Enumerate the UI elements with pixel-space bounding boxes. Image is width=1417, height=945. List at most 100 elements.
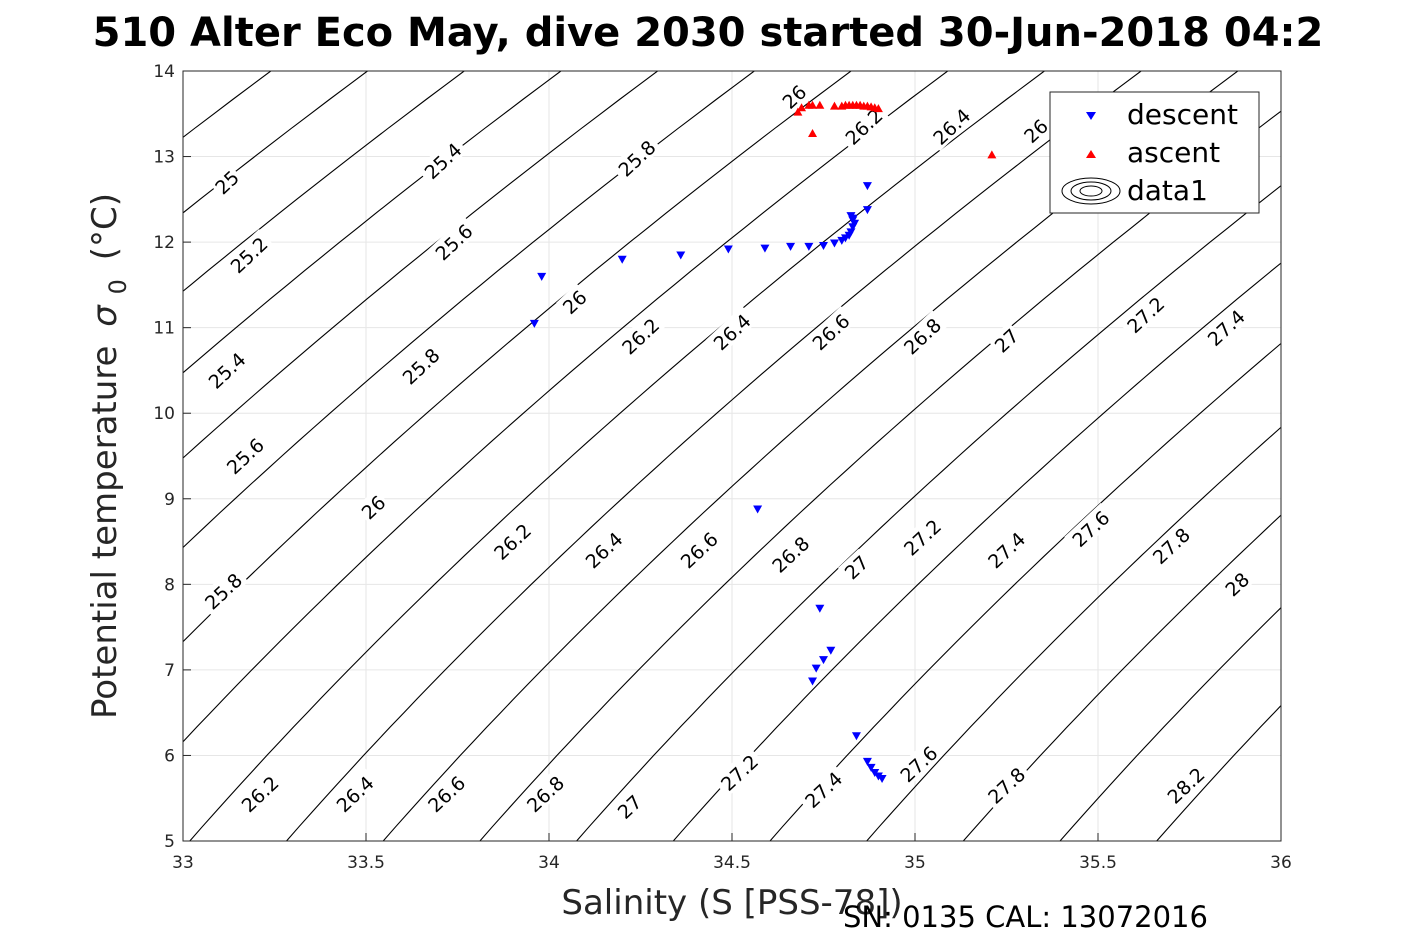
descent-point [617, 255, 627, 264]
contour-label-backing [610, 132, 662, 183]
x-tick-label: 36 [1270, 853, 1292, 873]
contour-label-backing [980, 524, 1032, 575]
x-tick-label: 35.5 [1079, 853, 1117, 873]
contour-line [183, 71, 369, 214]
legend: descent ascent data1 [1049, 91, 1260, 214]
contour-label-backing [764, 528, 816, 579]
y-tick-label: 5 [164, 832, 175, 852]
contour-line [183, 71, 852, 643]
contour-label-backing [1199, 301, 1252, 353]
contour-line [1155, 704, 1281, 841]
series-descent [529, 182, 887, 784]
descent-point [804, 242, 814, 251]
ascent-point [815, 100, 825, 109]
x-tick-label: 33.5 [347, 853, 385, 873]
descent-point [848, 216, 858, 225]
contour-line [962, 514, 1281, 841]
contour-label-backing [775, 78, 812, 114]
y-tick-label: 9 [164, 490, 175, 510]
contour-label-backing [895, 310, 948, 361]
contour-label-backing [420, 768, 472, 819]
descent-point [808, 677, 818, 686]
descent-point [811, 664, 821, 673]
contour-line [575, 185, 1281, 841]
ascent-point [829, 101, 839, 110]
ascent-point [808, 100, 818, 109]
descent-point [819, 242, 828, 251]
contour-label-backing [518, 768, 571, 819]
contour-label-backing [485, 515, 538, 566]
contour-label-backing [1218, 565, 1255, 602]
ascent-point [987, 150, 997, 159]
contour-label-backing [1119, 288, 1171, 340]
contour-label-backing [427, 216, 479, 267]
descent-point [753, 505, 763, 514]
descent-point [819, 656, 828, 665]
contour-label-backing [672, 524, 725, 575]
y-axis-label-unit: (°C) [85, 193, 125, 260]
contour-label-backing [988, 322, 1024, 358]
descent-point [851, 732, 861, 741]
descent-point [529, 319, 539, 328]
ascent-point [808, 128, 818, 137]
descent-point [537, 272, 547, 281]
contour-label-backing [416, 134, 469, 186]
contour-line [189, 71, 1046, 841]
contour-line [769, 342, 1281, 841]
descent-point [846, 212, 856, 221]
y-tick-label: 13 [153, 148, 175, 168]
descent-point [829, 239, 839, 248]
contour-label-backing [196, 565, 249, 616]
y-tick-label: 10 [153, 404, 175, 424]
contour-label-backing [222, 229, 275, 280]
contour-label-backing [354, 488, 391, 525]
contour-line [865, 426, 1281, 841]
legend-box [1049, 91, 1260, 214]
x-tick-label: 33 [172, 853, 194, 873]
ascent-point [793, 107, 803, 116]
contour-label: 27.2 [1119, 288, 1171, 340]
y-tick-label: 8 [164, 575, 175, 595]
contour-label-backing [1144, 519, 1197, 571]
descent-point [676, 251, 686, 260]
contour-line [0, 28, 39, 884]
descent-point [862, 182, 872, 191]
legend-ascent-marker [1086, 150, 1096, 158]
descent-point [826, 646, 836, 655]
contour-label-backing [837, 548, 874, 585]
contour-label-backing [218, 430, 271, 481]
legend-data1-label: data1 [1127, 174, 1208, 207]
ascent-point [873, 104, 883, 113]
descent-point [723, 245, 733, 254]
contour-label-backing [804, 306, 856, 357]
contour-line [285, 71, 1143, 841]
contour-label-backing [895, 511, 948, 562]
legend-descent-label: descent [1127, 98, 1238, 131]
axis-ticks: 33 33.5 34 34.5 35 35.5 36 5 6 7 8 9 10 11 12 13 14 [153, 62, 1291, 873]
x-axis-label: Salinity (S [PSS-78]) [561, 883, 902, 923]
y-axis-label-text: Potential temperature [85, 346, 125, 719]
contour-line [183, 71, 659, 459]
descent-point [862, 757, 872, 766]
descent-point [866, 763, 876, 772]
contour-label-backing [1064, 502, 1116, 554]
y-tick-label: 6 [164, 746, 175, 766]
descent-point [862, 206, 872, 215]
contour-label-backing [611, 788, 647, 824]
descent-point [877, 775, 887, 784]
contour-label-backing [1017, 112, 1053, 148]
contour-label-backing [837, 100, 889, 151]
y-tick-label: 12 [153, 233, 175, 253]
y-axis-label: Potential temperature σ 0 (°C) [85, 193, 132, 719]
contour-label-backing [1159, 759, 1211, 810]
contour-label-backing [200, 344, 253, 395]
contour-label-backing [328, 768, 381, 819]
y-tick-label: 14 [153, 62, 175, 82]
contour-label-backing [394, 340, 447, 391]
contour-label-backing [797, 763, 849, 815]
legend-data1-marker [1061, 177, 1121, 205]
data-points [529, 100, 997, 784]
descent-point [815, 604, 825, 613]
y-tick-label: 11 [153, 319, 175, 339]
